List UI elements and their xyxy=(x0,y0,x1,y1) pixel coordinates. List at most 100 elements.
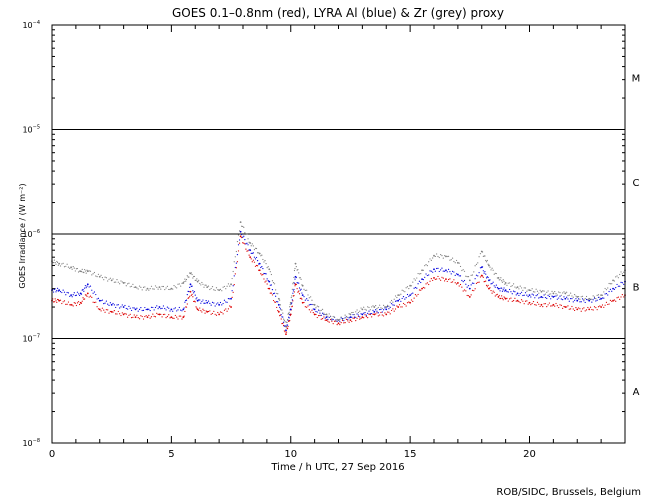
trace-dot xyxy=(555,302,557,305)
trace-dot xyxy=(531,293,533,295)
trace-dot xyxy=(198,279,200,281)
trace-dot xyxy=(95,301,97,303)
trace-dot xyxy=(463,270,466,272)
data-point xyxy=(361,308,364,311)
trace-dot xyxy=(166,315,168,318)
trace-dot xyxy=(515,287,517,289)
trace-dot xyxy=(562,292,564,294)
trace-dot xyxy=(132,307,134,309)
trace-dot xyxy=(382,304,385,306)
trace-dot xyxy=(88,270,90,272)
data-point xyxy=(301,284,304,287)
data-point xyxy=(277,297,280,300)
trace-dot xyxy=(507,282,509,284)
trace-dot xyxy=(585,295,588,298)
trace-dot xyxy=(301,298,303,300)
trace-dot xyxy=(59,299,62,301)
trace-dot xyxy=(81,300,83,302)
trace-dot xyxy=(320,314,322,316)
trace-dot xyxy=(440,253,442,256)
trace-dot xyxy=(400,306,402,308)
data-point xyxy=(58,289,61,292)
trace-dot xyxy=(428,283,430,286)
trace-dot xyxy=(103,302,105,305)
data-point xyxy=(504,282,507,284)
trace-dot xyxy=(532,300,535,303)
trace-dot xyxy=(360,307,362,309)
trace-dot xyxy=(592,309,594,311)
trace-dot xyxy=(417,283,419,285)
trace-dot xyxy=(166,285,168,287)
trace-dot xyxy=(566,296,568,298)
trace-dot xyxy=(189,295,191,297)
trace-dot xyxy=(441,267,443,269)
data-point xyxy=(397,299,400,302)
data-point xyxy=(289,313,292,316)
trace-dot xyxy=(376,308,378,310)
trace-dot xyxy=(113,304,115,306)
trace-dot xyxy=(474,265,476,267)
trace-dot xyxy=(293,282,296,284)
data-point xyxy=(230,283,232,286)
trace-dot xyxy=(66,263,68,265)
trace-dot xyxy=(67,301,70,303)
trace-dot xyxy=(295,265,297,268)
trace-dot xyxy=(103,309,105,311)
trace-dot xyxy=(174,286,176,288)
trace-dot xyxy=(303,296,305,298)
trace-dot xyxy=(292,281,295,284)
trace-dot xyxy=(596,309,598,311)
trace-dot xyxy=(359,318,361,320)
trace-dot xyxy=(285,331,288,333)
trace-dot xyxy=(584,301,586,304)
trace-dot xyxy=(310,303,312,306)
trace-dot xyxy=(53,259,55,261)
trace-dot xyxy=(219,301,222,304)
data-point xyxy=(576,299,579,302)
trace-dot xyxy=(438,278,440,280)
trace-dot xyxy=(394,300,397,302)
trace-dot xyxy=(161,316,163,318)
trace-dot xyxy=(69,267,71,269)
trace-dot xyxy=(157,308,159,310)
trace-dot xyxy=(570,292,572,294)
trace-dot xyxy=(437,275,439,278)
trace-dot xyxy=(184,301,186,303)
trace-dot xyxy=(306,306,308,308)
trace-dot xyxy=(482,270,484,272)
trace-dot xyxy=(223,285,226,288)
trace-dot xyxy=(355,311,357,313)
trace-dot xyxy=(213,310,215,312)
trace-dot xyxy=(501,280,503,282)
trace-dot xyxy=(341,319,344,321)
trace-dot xyxy=(410,285,413,287)
data-point xyxy=(289,308,292,311)
trace-dot xyxy=(519,292,521,295)
data-point xyxy=(468,287,471,290)
trace-dot xyxy=(241,233,243,236)
trace-dot xyxy=(243,226,245,228)
trace-dot xyxy=(160,308,162,310)
data-point xyxy=(86,292,89,295)
trace-dot xyxy=(59,265,62,267)
trace-dot xyxy=(611,283,613,285)
trace-dot xyxy=(376,310,378,312)
trace-dot xyxy=(388,308,390,310)
trace-dot xyxy=(177,283,179,285)
trace-dot xyxy=(324,313,326,316)
trace-dot xyxy=(104,276,106,278)
trace-dot xyxy=(145,289,147,291)
data-point xyxy=(456,273,459,276)
trace-dot xyxy=(375,309,377,311)
trace-dot xyxy=(621,273,623,275)
series-layer xyxy=(51,221,626,336)
trace-dot xyxy=(442,277,444,279)
trace-dot xyxy=(404,303,406,306)
trace-dot xyxy=(328,321,330,323)
trace-dot xyxy=(531,288,533,290)
trace-dot xyxy=(339,320,341,322)
trace-dot xyxy=(277,293,279,295)
trace-dot xyxy=(89,295,92,297)
trace-dot xyxy=(359,316,361,318)
trace-dot xyxy=(72,294,74,296)
